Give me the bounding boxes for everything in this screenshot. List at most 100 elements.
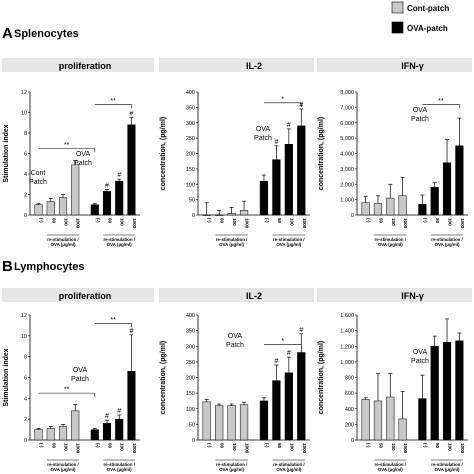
bar xyxy=(58,426,68,441)
bar xyxy=(361,399,370,441)
y-tick-label: 300 xyxy=(186,344,195,350)
bar xyxy=(272,159,281,216)
x-category-label: 100 xyxy=(232,443,237,451)
y-tick-label: 5,000 xyxy=(340,136,354,142)
chart-panel-1: proliferation 0 2 4 6 8 10 12 Stimulation index (… xyxy=(2,58,154,247)
x-category-label: 100 xyxy=(64,443,69,451)
x-category-label: 50 xyxy=(220,443,225,449)
bar xyxy=(284,372,293,441)
x-category-label: 1000 xyxy=(132,218,137,229)
section-a-header: A Splenocytes xyxy=(2,25,79,42)
chart-panel-5: IL-2 0 50 100 150 200 250 300 350 400 concentratio… xyxy=(159,288,314,472)
bar xyxy=(102,423,112,441)
y-tick-label: 200 xyxy=(345,422,354,428)
panel-annotation: Patch xyxy=(226,342,244,349)
y-tick-label: 400 xyxy=(345,407,354,413)
x-category-label: 1000 xyxy=(460,443,465,454)
panel-title: IL-2 xyxy=(246,291,262,301)
y-tick-label: 200 xyxy=(186,376,195,382)
x-group-label: re-stimulation / xyxy=(216,237,248,242)
bar xyxy=(34,204,43,216)
y-tick-label: 12 xyxy=(21,90,27,96)
bar xyxy=(297,125,306,216)
x-group-label: re-stimulation / xyxy=(216,462,248,467)
y-tick-label: 100 xyxy=(186,182,195,188)
legend: Cont-patch OVA-patch xyxy=(391,1,449,34)
section-a-letter: A xyxy=(2,25,13,42)
panel-title: proliferation xyxy=(59,291,112,301)
y-tick-label: 250 xyxy=(186,136,195,142)
bar xyxy=(297,352,306,441)
x-category-label: 50 xyxy=(220,218,225,224)
bar xyxy=(259,180,269,216)
legend-swatch-cont xyxy=(391,1,404,14)
y-tick-label: 400 xyxy=(186,90,195,96)
y-tick-label: 600 xyxy=(345,391,354,397)
panel-title: IFN-γ xyxy=(401,61,424,71)
bar xyxy=(386,396,395,441)
x-group-label: re-stimulation / xyxy=(273,462,305,467)
x-category-label: (-) xyxy=(366,218,371,223)
bar xyxy=(259,400,269,441)
bar xyxy=(127,371,136,441)
bar xyxy=(373,203,383,216)
x-category-label: 100 xyxy=(120,443,125,451)
bar xyxy=(115,418,124,441)
y-tick-label: 0 xyxy=(351,438,354,444)
x-category-label: 100 xyxy=(289,218,294,226)
panel-annotation: OVA xyxy=(73,367,88,374)
y-tick-label: 10 xyxy=(21,334,27,340)
x-group-label: OVA (μg/ml) xyxy=(276,467,301,472)
significance-hash: # xyxy=(105,413,109,420)
section-a-title: Splenocytes xyxy=(14,28,79,40)
y-tick-label: 2 xyxy=(24,193,27,199)
y-tick-label: 1,000 xyxy=(340,198,354,204)
y-tick-label: 0 xyxy=(24,438,27,444)
y-tick-label: 300 xyxy=(186,121,195,127)
significance-hash: # xyxy=(105,182,109,189)
x-category-label: 100 xyxy=(289,443,294,451)
bar xyxy=(442,342,452,441)
y-tick-label: 800 xyxy=(345,376,354,382)
legend-label-ova: OVA-patch xyxy=(407,24,448,33)
significance-hash: # xyxy=(117,172,121,179)
significance-hash: # xyxy=(287,350,291,357)
significance-hash: # xyxy=(129,111,133,118)
x-category-label: 1000 xyxy=(76,443,81,454)
section-b-title: Lymphocytes xyxy=(14,261,85,273)
significance-label: ** xyxy=(438,98,444,105)
panel-title-band xyxy=(159,288,314,302)
y-axis-label: concentration, (pg/ml) xyxy=(160,341,167,415)
y-tick-label: 7,000 xyxy=(340,105,354,111)
bar xyxy=(430,346,439,441)
x-category-label: 100 xyxy=(64,218,69,226)
y-tick-label: 50 xyxy=(189,198,195,204)
bar xyxy=(46,201,55,216)
x-category-label: 1000 xyxy=(245,218,250,229)
x-category-label: (-) xyxy=(207,218,212,223)
significance-label: ** xyxy=(110,98,116,105)
bar xyxy=(90,204,99,216)
y-tick-label: 6 xyxy=(24,152,27,158)
y-tick-label: 3,000 xyxy=(340,167,354,173)
x-category-label: 1000 xyxy=(302,443,307,454)
bar xyxy=(398,195,407,216)
y-tick-label: 250 xyxy=(186,360,195,366)
x-category-label: 50 xyxy=(51,218,56,224)
x-category-label: 1000 xyxy=(460,218,465,229)
bar xyxy=(386,197,395,216)
y-tick-label: 400 xyxy=(186,313,195,319)
x-category-label: 1000 xyxy=(76,218,81,229)
x-group-label: OVA (μg/ml) xyxy=(51,242,76,247)
chart-panel-6: IFN-γ 0 200 400 600 800 1,000 1,200 1,400 1,600 co… xyxy=(317,288,472,472)
bar xyxy=(71,164,80,216)
x-category-label: 1000 xyxy=(403,218,408,229)
bar xyxy=(398,418,407,441)
bar xyxy=(215,214,224,216)
x-category-label: 50 xyxy=(108,218,113,224)
chart-panel-4: proliferation 0 2 4 6 8 10 12 Stimulation index (… xyxy=(2,288,154,472)
bar xyxy=(361,202,370,216)
y-tick-label: 4 xyxy=(24,172,27,178)
